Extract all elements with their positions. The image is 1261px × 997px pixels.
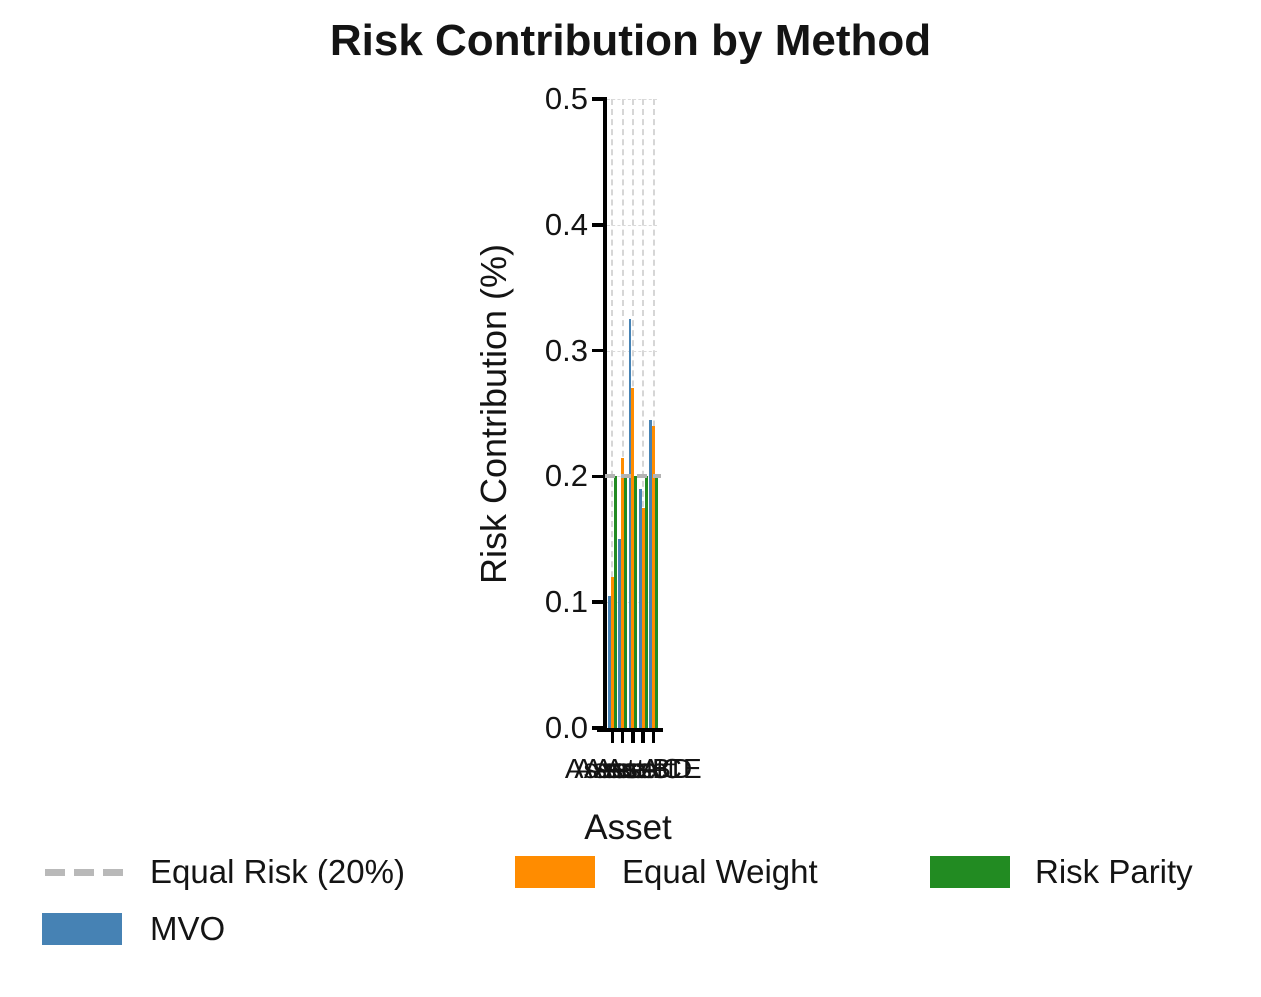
- x-tick-mark: [620, 732, 625, 743]
- legend-label: MVO: [150, 910, 226, 947]
- horizontal-gridline: [607, 224, 657, 226]
- bar-mvo: [618, 539, 622, 728]
- plot-area: [592, 97, 663, 743]
- bar-mvo: [628, 319, 632, 728]
- x-tick-mark: [631, 732, 635, 743]
- bar-mvo: [607, 595, 611, 728]
- y-tick-label: 0.0: [544, 710, 588, 745]
- x-axis-spine: [597, 728, 663, 732]
- vertical-gridline: [611, 99, 614, 728]
- color-swatch: [42, 913, 122, 945]
- legend-label: Equal Weight: [622, 853, 818, 890]
- y-tick-mark: [592, 223, 603, 227]
- dashed-line-swatch: [45, 869, 125, 876]
- bar-risk-parity: [624, 476, 627, 728]
- bar-mvo: [638, 488, 642, 728]
- x-tick-label: Asset C: [583, 753, 682, 784]
- x-tick-mark: [651, 732, 656, 743]
- y-axis-label: Risk Contribution (%): [473, 243, 514, 585]
- bar-risk-parity: [613, 476, 617, 728]
- equal-risk-reference-line: [605, 474, 661, 479]
- x-tick-mark: [641, 732, 645, 743]
- x-tick-label: Asset E: [605, 753, 702, 784]
- y-tick-mark: [592, 97, 603, 101]
- bar-equal-weight: [641, 507, 645, 728]
- y-tick-mark: [592, 474, 603, 479]
- y-tick-label: 0.1: [544, 584, 588, 620]
- horizontal-gridline: [607, 350, 657, 352]
- x-tick-mark: [610, 732, 615, 743]
- vertical-gridline: [652, 99, 655, 728]
- y-tick-label: 0.4: [544, 206, 588, 242]
- horizontal-gridline: [607, 99, 657, 100]
- chart-title: Risk Contribution by Method: [329, 16, 932, 65]
- color-swatch: [930, 856, 1010, 888]
- y-tick-mark: [592, 600, 603, 604]
- x-axis-label: Asset: [584, 808, 672, 847]
- y-tick-mark: [592, 348, 603, 353]
- bar-risk-parity: [634, 476, 638, 728]
- x-tick-label: Asset B: [574, 753, 671, 784]
- legend-label: Equal Risk (20%): [150, 853, 405, 890]
- bar-mvo: [649, 419, 653, 728]
- bar-equal-weight: [631, 388, 635, 728]
- y-tick-mark: [592, 726, 603, 730]
- x-tick-label: Asset A: [564, 753, 660, 784]
- y-tick-label: 0.3: [544, 332, 588, 368]
- bar-risk-parity: [654, 476, 658, 728]
- y-tick-label: 0.2: [544, 458, 588, 494]
- bar-equal-weight: [652, 426, 655, 728]
- y-axis-spine: [603, 97, 607, 732]
- bar-equal-weight: [621, 457, 625, 728]
- y-tick-label: 0.5: [544, 81, 588, 116]
- color-swatch: [515, 856, 595, 888]
- x-tick-label: Asset D: [594, 753, 693, 784]
- vertical-gridline: [642, 99, 645, 728]
- vertical-gridline: [621, 99, 624, 728]
- legend-label: Risk Parity: [1035, 853, 1193, 890]
- bar-risk-parity: [644, 476, 648, 728]
- bar-equal-weight: [610, 577, 614, 728]
